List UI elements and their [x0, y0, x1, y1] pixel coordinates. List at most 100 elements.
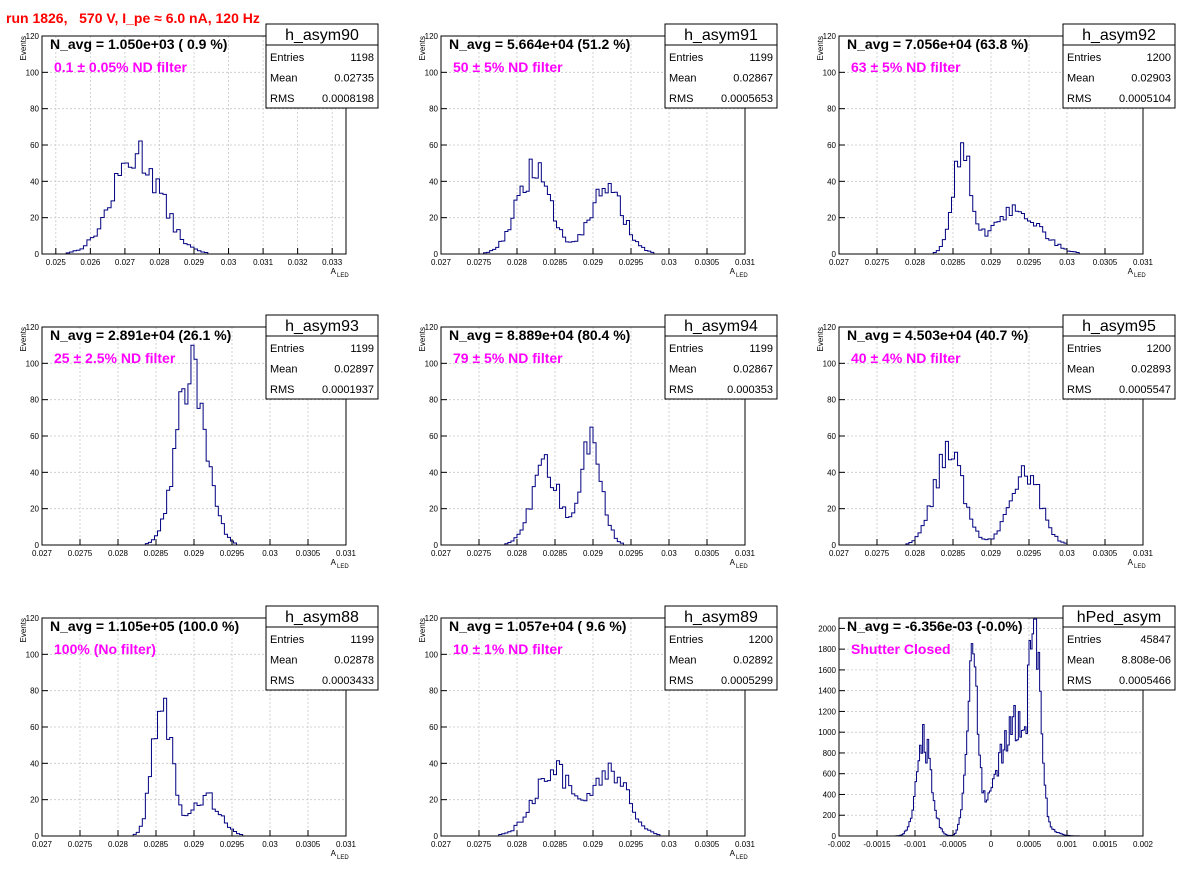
y-tick-label: 600: [823, 770, 837, 779]
x-tick-label: 0.029: [981, 549, 1002, 558]
stats-label-mean: Mean: [1067, 73, 1095, 85]
x-tick-label: 0.028: [507, 549, 528, 558]
x-tick-label: 0.0295: [220, 840, 245, 849]
stats-value-entries: 1200: [1147, 343, 1171, 355]
stats-value-entries: 1200: [1147, 52, 1171, 64]
x-tick-label: 0.031: [735, 258, 756, 267]
x-tick-label: 0.029: [583, 258, 604, 267]
stats-value-entries: 45847: [1140, 634, 1171, 646]
stats-box: [1062, 23, 1176, 109]
y-tick-label: 100: [425, 68, 439, 77]
run-title: run 1826, 570 V, I_pe ≈ 6.0 nA, 120 Hz: [6, 10, 260, 26]
navg-label: N_avg = 1.057e+04 ( 9.6 %): [449, 618, 626, 634]
stats-label-mean: Mean: [669, 364, 697, 376]
stats-label-entries: Entries: [669, 343, 704, 355]
y-tick-label: 100: [823, 359, 837, 368]
x-tick-label: 0.028: [149, 258, 170, 267]
x-tick-label: 0.027: [115, 258, 136, 267]
y-tick-label: 0: [832, 541, 837, 550]
x-axis-title: A: [331, 849, 337, 858]
x-tick-label: 0.0275: [467, 549, 492, 558]
x-tick-label: -0.002: [828, 840, 851, 849]
y-tick-label: 0: [434, 250, 439, 259]
stats-label-mean: Mean: [1067, 364, 1095, 376]
x-tick-label: 0.032: [288, 258, 309, 267]
stats-label-rms: RMS: [1067, 675, 1091, 687]
filter-annotation: 79 ± 5% ND filter: [453, 350, 563, 366]
stats-value-mean: 0.02892: [733, 655, 773, 667]
stats-value-mean: 0.02735: [334, 73, 374, 85]
y-tick-label: 0: [832, 250, 837, 259]
y-tick-label: 20: [429, 796, 438, 805]
x-tick-label: 0.033: [322, 258, 343, 267]
y-tick-label: 80: [30, 687, 39, 696]
y-tick-label: 40: [30, 759, 39, 768]
x-tick-label: 0.031: [1133, 549, 1154, 558]
navg-label: N_avg = 5.664e+04 (51.2 %): [449, 36, 630, 52]
histogram-panel-h_asym93: 0.027 0.0275 0.028 0.0285 0.029 0.0295 0.03 0.0…: [0, 291, 398, 581]
x-tick-label: 0.0305: [296, 549, 321, 558]
filter-annotation: 63 ± 5% ND filter: [851, 59, 961, 75]
navg-label: N_avg = 7.056e+04 (63.8 %): [847, 36, 1028, 52]
y-tick-label: 20: [827, 505, 836, 514]
histogram-panel-h_asym94: 0.027 0.0275 0.028 0.0285 0.029 0.0295 0.03 0.0…: [399, 291, 797, 581]
y-tick-label: 20: [827, 214, 836, 223]
x-tick-label: 0.031: [253, 258, 274, 267]
x-tick-label: 0.027: [431, 258, 452, 267]
y-axis-title: Events: [418, 618, 427, 642]
stats-label-rms: RMS: [669, 384, 693, 396]
y-tick-label: 800: [823, 749, 837, 758]
x-axis-title: A: [730, 267, 736, 276]
x-tick-label: 0.0285: [543, 840, 568, 849]
histogram-panel-hPed_asym: -0.002 -0.0015 -0.001 -0.0005 0 0.0005 0.001 0.…: [797, 582, 1195, 872]
y-tick-label: 1000: [818, 728, 836, 737]
y-tick-label: 0: [35, 250, 40, 259]
histogram-svg: 0.027 0.0275 0.028 0.0285 0.029 0.0295 0.03 0.0…: [418, 23, 778, 279]
y-tick-label: 100: [425, 359, 439, 368]
histogram-panel-h_asym91: 0.027 0.0275 0.028 0.0285 0.029 0.0295 0.03 0.0…: [399, 0, 797, 290]
x-tick-label: 0.0305: [695, 549, 720, 558]
stats-value-rms: 0.0005104: [1119, 93, 1171, 105]
histogram-panel-h_asym89: 0.027 0.0275 0.028 0.0285 0.029 0.0295 0.03 0.0…: [399, 582, 797, 872]
filter-annotation: 50 ± 5% ND filter: [453, 59, 563, 75]
stats-label-rms: RMS: [1067, 384, 1091, 396]
stats-value-rms: 0.0005653: [721, 93, 773, 105]
x-tick-label: 0.0295: [1017, 549, 1042, 558]
navg-label: N_avg = 4.503e+04 (40.7 %): [847, 327, 1028, 343]
y-tick-label: 1600: [818, 666, 836, 675]
stats-value-entries: 1198: [350, 52, 374, 64]
histogram-name: h_asym90: [285, 27, 359, 44]
x-tick-label: 0.0305: [1093, 549, 1118, 558]
x-axis-title: A: [331, 558, 337, 567]
y-tick-label: 1200: [818, 707, 836, 716]
y-tick-label: 60: [30, 432, 39, 441]
x-tick-label: 0.0275: [865, 258, 890, 267]
stats-value-rms: 0.0005299: [721, 675, 773, 687]
histogram-svg: 0.027 0.0275 0.028 0.0285 0.029 0.0295 0.03 0.0…: [19, 314, 379, 570]
y-tick-label: 120: [823, 323, 837, 332]
y-tick-label: 120: [26, 614, 40, 623]
stats-box: [1062, 605, 1176, 691]
x-tick-label: 0.029: [583, 840, 604, 849]
x-tick-label: 0.03: [661, 549, 677, 558]
histogram-name: h_asym89: [684, 609, 758, 626]
x-tick-label: 0.03: [221, 258, 237, 267]
y-tick-label: 200: [823, 811, 837, 820]
y-tick-label: 60: [429, 723, 438, 732]
histogram-panel-h_asym92: 0.027 0.0275 0.028 0.0285 0.029 0.0295 0.03 0.0…: [797, 0, 1195, 290]
x-tick-label: 0: [989, 840, 994, 849]
y-axis-title: Events: [418, 36, 427, 60]
stats-value-mean: 0.02867: [733, 364, 773, 376]
histogram-name: h_asym91: [684, 27, 758, 44]
x-tick-label: 0.031: [336, 549, 357, 558]
x-axis-title-subscript: LED: [1134, 273, 1146, 279]
navg-label: N_avg = 1.105e+05 (100.0 %): [50, 618, 239, 634]
x-tick-label: 0.03: [661, 258, 677, 267]
x-tick-label: 0.0275: [68, 549, 93, 558]
y-tick-label: 1800: [818, 645, 836, 654]
x-tick-label: 0.028: [507, 258, 528, 267]
histogram-svg: 0.027 0.0275 0.028 0.0285 0.029 0.0295 0.03 0.0…: [418, 314, 778, 570]
y-tick-label: 120: [425, 32, 439, 41]
y-tick-label: 400: [823, 790, 837, 799]
y-tick-label: 40: [429, 759, 438, 768]
